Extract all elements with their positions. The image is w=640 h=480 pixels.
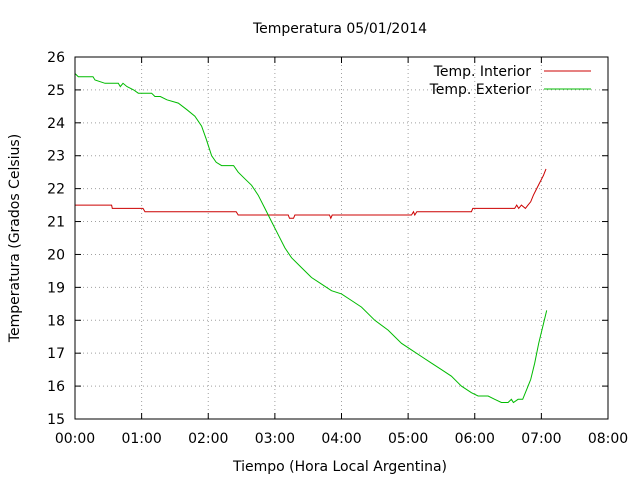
x-tick-label: 01:00 (121, 431, 161, 447)
y-tick-label: 23 (47, 149, 65, 165)
x-tick-label: 00:00 (55, 431, 95, 447)
y-tick-label: 21 (47, 215, 65, 231)
x-tick-label: 02:00 (188, 431, 228, 447)
y-tick-label: 17 (47, 346, 65, 362)
x-axis-label: Tiempo (Hora Local Argentina) (232, 459, 447, 475)
y-tick-label: 16 (47, 379, 65, 395)
x-tick-label: 08:00 (588, 431, 628, 447)
grid (75, 57, 608, 419)
series-lines (74, 73, 548, 404)
series-line-temp-exterior (74, 73, 548, 404)
x-tick-label: 07:00 (521, 431, 561, 447)
y-tick-label: 25 (47, 83, 65, 99)
plot-area-frame (74, 56, 609, 420)
y-tick-label: 18 (47, 313, 65, 329)
x-tick-label: 05:00 (388, 431, 428, 447)
series-line-temp-interior (75, 168, 547, 220)
y-tick-label: 15 (47, 412, 65, 428)
x-tick-label: 04:00 (321, 431, 361, 447)
y-tick-label: 24 (47, 116, 65, 132)
axis-ticks: 00:00 01:00 02:00 03:00 04:00 05:00 06:00 07:00… (47, 50, 628, 447)
x-tick-label: 03:00 (255, 431, 295, 447)
legend: Temp. Interior Temp. Exterior (429, 64, 591, 98)
y-tick-label: 20 (47, 247, 65, 263)
x-tick-label: 06:00 (455, 431, 495, 447)
y-tick-label: 19 (47, 280, 65, 296)
legend-label: Temp. Exterior (429, 82, 532, 98)
y-axis-label: Temperatura (Grados Celsius) (7, 134, 23, 343)
legend-label: Temp. Interior (433, 64, 532, 80)
y-tick-label: 26 (47, 50, 65, 66)
y-tick-label: 22 (47, 182, 65, 198)
chart-title: Temperatura 05/01/2014 (252, 21, 427, 37)
